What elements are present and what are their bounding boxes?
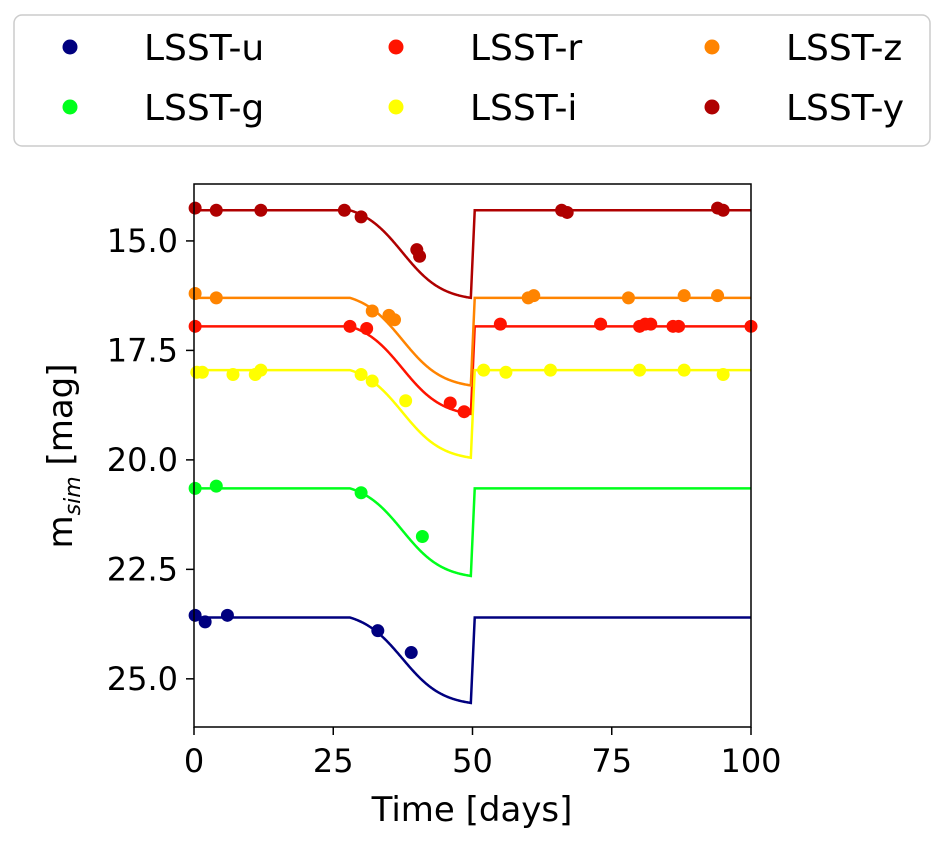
data-point — [188, 286, 202, 300]
legend-marker — [62, 39, 78, 55]
data-point — [337, 203, 351, 217]
legend-frame — [13, 14, 931, 147]
data-point — [188, 608, 202, 622]
data-point — [404, 646, 418, 660]
model-curve-lsst-r — [194, 325, 751, 416]
data-point — [711, 289, 725, 303]
data-point — [415, 530, 429, 544]
data-points-lsst-z — [188, 286, 725, 327]
y-axis-label: msim [mag] — [41, 363, 86, 548]
data-points-lsst-g — [188, 479, 429, 544]
legend-entry-lsst-y: LSST-y — [704, 88, 904, 129]
model-curve-lsst-g — [194, 487, 751, 578]
legend-marker — [704, 39, 720, 55]
data-point — [354, 367, 368, 381]
legend-entry-lsst-i: LSST-i — [388, 88, 577, 129]
data-point — [677, 289, 691, 303]
data-point — [360, 322, 374, 336]
data-point — [188, 201, 202, 215]
data-point — [388, 313, 402, 327]
data-points-lsst-u — [188, 608, 418, 660]
data-point — [220, 608, 234, 622]
data-point — [499, 365, 513, 379]
x-tick-label: 75 — [591, 742, 632, 780]
data-point — [209, 479, 223, 493]
y-tick-label: 20.0 — [107, 441, 178, 479]
data-point — [644, 317, 658, 331]
y-tick-label: 15.0 — [107, 222, 178, 260]
data-points — [188, 201, 758, 660]
legend-entry-lsst-r: LSST-r — [388, 28, 582, 69]
data-point — [399, 394, 413, 408]
y-axis-label-main: m — [41, 515, 81, 548]
data-point — [343, 319, 357, 333]
data-point — [457, 405, 471, 419]
y-tick-label: 22.5 — [107, 550, 178, 588]
data-point — [621, 291, 635, 305]
data-point — [371, 624, 385, 638]
data-point — [188, 319, 202, 333]
model-curve-lsst-y — [194, 209, 751, 300]
data-point — [716, 203, 730, 217]
x-axis-label: Time [days] — [371, 790, 573, 830]
data-point — [594, 317, 608, 331]
data-point — [443, 396, 457, 410]
x-tick-label: 25 — [313, 742, 354, 780]
legend-marker — [62, 99, 78, 115]
legend-marker — [704, 99, 720, 115]
model-curve-lsst-i — [194, 368, 751, 460]
x-tick-label: 50 — [452, 742, 493, 780]
data-point — [195, 365, 209, 379]
data-point — [198, 615, 212, 629]
legend-label: LSST-z — [786, 28, 902, 69]
legend: LSST-u LSST-g LSST-r LSST-i LSST-z LSST-y — [13, 14, 931, 147]
data-point — [365, 374, 379, 388]
y-tick-label: 25.0 — [107, 660, 178, 698]
data-point — [254, 203, 268, 217]
data-point — [543, 363, 557, 377]
data-point — [493, 317, 507, 331]
x-axis: 0 25 50 75 100 — [184, 727, 782, 780]
legend-marker — [388, 99, 404, 115]
data-point — [716, 367, 730, 381]
data-point — [254, 363, 268, 377]
legend-label: LSST-r — [470, 28, 582, 69]
x-tick-label: 0 — [184, 742, 204, 780]
legend-label: LSST-g — [144, 88, 264, 129]
legend-entry-lsst-g: LSST-g — [62, 88, 264, 129]
legend-label: LSST-y — [786, 88, 904, 129]
legend-entry-lsst-z: LSST-z — [704, 28, 902, 69]
model-curve-lsst-u — [194, 616, 751, 705]
data-point — [209, 203, 223, 217]
y-axis-label-unit: [mag] — [41, 363, 81, 476]
data-point — [354, 210, 368, 224]
data-point — [677, 363, 691, 377]
legend-label: LSST-i — [470, 88, 577, 129]
data-point — [633, 363, 647, 377]
legend-label: LSST-u — [144, 28, 264, 69]
data-point — [413, 249, 427, 263]
data-point — [209, 291, 223, 305]
data-point — [477, 363, 491, 377]
legend-marker — [388, 39, 404, 55]
y-axis: 15.0 17.5 20.0 22.5 25.0 — [107, 222, 194, 698]
data-point — [672, 319, 686, 333]
data-point — [365, 304, 379, 318]
data-point — [354, 486, 368, 500]
legend-entry-lsst-u: LSST-u — [62, 28, 264, 69]
model-curve-lsst-z — [194, 296, 751, 387]
x-tick-label: 100 — [720, 742, 781, 780]
data-point — [188, 481, 202, 495]
data-points-lsst-y — [188, 201, 730, 263]
y-axis-label-subscript: sim — [61, 476, 86, 515]
model-curves — [194, 209, 751, 705]
data-point — [527, 289, 541, 303]
y-tick-label: 17.5 — [107, 331, 178, 369]
data-point — [560, 205, 574, 219]
plot-area — [188, 201, 758, 705]
data-point — [226, 367, 240, 381]
